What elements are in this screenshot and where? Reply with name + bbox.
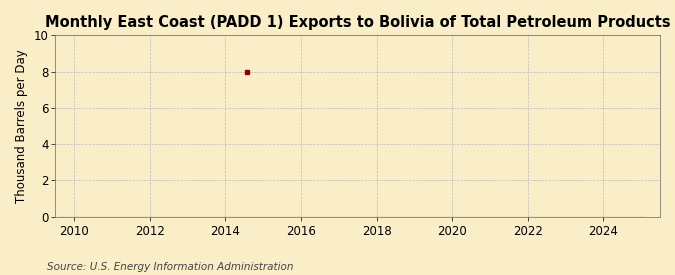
- Title: Monthly East Coast (PADD 1) Exports to Bolivia of Total Petroleum Products: Monthly East Coast (PADD 1) Exports to B…: [45, 15, 670, 30]
- Y-axis label: Thousand Barrels per Day: Thousand Barrels per Day: [15, 49, 28, 203]
- Text: Source: U.S. Energy Information Administration: Source: U.S. Energy Information Administ…: [47, 262, 294, 272]
